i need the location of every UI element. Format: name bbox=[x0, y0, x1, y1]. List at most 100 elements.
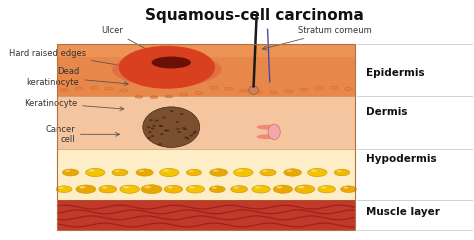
Ellipse shape bbox=[123, 186, 129, 188]
Ellipse shape bbox=[273, 185, 292, 193]
Ellipse shape bbox=[75, 87, 83, 90]
Ellipse shape bbox=[263, 170, 268, 172]
Ellipse shape bbox=[143, 107, 200, 147]
Ellipse shape bbox=[233, 186, 239, 189]
Ellipse shape bbox=[56, 186, 72, 192]
Ellipse shape bbox=[160, 125, 164, 127]
Ellipse shape bbox=[158, 143, 162, 145]
Ellipse shape bbox=[79, 186, 85, 188]
Ellipse shape bbox=[162, 123, 183, 136]
Text: Cancer
cell: Cancer cell bbox=[45, 125, 119, 144]
Ellipse shape bbox=[102, 186, 108, 189]
Ellipse shape bbox=[159, 120, 179, 131]
Ellipse shape bbox=[192, 132, 196, 134]
Ellipse shape bbox=[60, 89, 68, 92]
Ellipse shape bbox=[163, 116, 166, 118]
Ellipse shape bbox=[165, 95, 173, 98]
Ellipse shape bbox=[147, 137, 151, 139]
Ellipse shape bbox=[256, 134, 279, 139]
Ellipse shape bbox=[136, 169, 153, 176]
Ellipse shape bbox=[195, 92, 203, 95]
Ellipse shape bbox=[270, 91, 278, 94]
Ellipse shape bbox=[345, 88, 353, 90]
Ellipse shape bbox=[76, 185, 96, 193]
Ellipse shape bbox=[115, 170, 119, 172]
Ellipse shape bbox=[225, 87, 233, 90]
Bar bbox=[57, 44, 355, 96]
Ellipse shape bbox=[89, 169, 95, 172]
Text: Muscle layer: Muscle layer bbox=[366, 207, 440, 217]
Ellipse shape bbox=[65, 170, 70, 172]
Ellipse shape bbox=[170, 110, 173, 112]
Ellipse shape bbox=[120, 185, 139, 193]
Ellipse shape bbox=[157, 121, 179, 132]
Text: Stratum corneum: Stratum corneum bbox=[263, 26, 372, 50]
Ellipse shape bbox=[234, 168, 253, 177]
Ellipse shape bbox=[90, 86, 98, 89]
Ellipse shape bbox=[160, 168, 179, 177]
Ellipse shape bbox=[255, 186, 261, 188]
Ellipse shape bbox=[212, 170, 218, 172]
Ellipse shape bbox=[276, 186, 283, 188]
Ellipse shape bbox=[151, 127, 154, 129]
Ellipse shape bbox=[164, 185, 182, 193]
Ellipse shape bbox=[180, 113, 183, 115]
Ellipse shape bbox=[190, 135, 193, 137]
Ellipse shape bbox=[343, 187, 348, 189]
Ellipse shape bbox=[334, 169, 350, 176]
Ellipse shape bbox=[163, 123, 179, 136]
Ellipse shape bbox=[164, 123, 185, 134]
Ellipse shape bbox=[120, 89, 128, 92]
Ellipse shape bbox=[180, 93, 188, 96]
Ellipse shape bbox=[59, 187, 64, 189]
Text: Dermis: Dermis bbox=[366, 107, 408, 117]
Ellipse shape bbox=[141, 185, 162, 194]
Ellipse shape bbox=[193, 131, 197, 133]
Ellipse shape bbox=[231, 186, 247, 193]
Ellipse shape bbox=[159, 122, 177, 133]
Text: Ulcer: Ulcer bbox=[101, 26, 157, 55]
Ellipse shape bbox=[166, 122, 183, 132]
Ellipse shape bbox=[164, 121, 186, 133]
Text: Squamous-cell carcinoma: Squamous-cell carcinoma bbox=[145, 8, 364, 23]
Ellipse shape bbox=[175, 121, 179, 123]
Ellipse shape bbox=[210, 186, 225, 192]
Bar bbox=[57, 44, 355, 57]
Ellipse shape bbox=[151, 135, 155, 137]
Ellipse shape bbox=[112, 53, 222, 86]
Ellipse shape bbox=[167, 186, 173, 188]
Ellipse shape bbox=[315, 87, 322, 90]
Ellipse shape bbox=[164, 130, 168, 132]
Ellipse shape bbox=[329, 86, 337, 89]
Ellipse shape bbox=[166, 130, 169, 132]
Ellipse shape bbox=[63, 169, 79, 176]
Ellipse shape bbox=[255, 91, 263, 94]
Ellipse shape bbox=[186, 169, 201, 176]
Ellipse shape bbox=[163, 119, 179, 131]
Ellipse shape bbox=[135, 95, 143, 98]
Ellipse shape bbox=[162, 123, 176, 135]
Ellipse shape bbox=[186, 185, 204, 193]
Ellipse shape bbox=[177, 131, 181, 133]
Ellipse shape bbox=[183, 128, 187, 130]
Text: Epidermis: Epidermis bbox=[366, 68, 425, 78]
Ellipse shape bbox=[210, 169, 228, 176]
Ellipse shape bbox=[152, 125, 156, 127]
Ellipse shape bbox=[99, 186, 117, 193]
Ellipse shape bbox=[155, 120, 158, 121]
Text: Hard raised edges: Hard raised edges bbox=[9, 49, 128, 68]
Ellipse shape bbox=[212, 187, 217, 189]
Ellipse shape bbox=[285, 90, 292, 93]
Ellipse shape bbox=[86, 168, 105, 177]
Ellipse shape bbox=[189, 186, 195, 188]
Ellipse shape bbox=[240, 89, 248, 92]
Ellipse shape bbox=[189, 170, 193, 172]
Ellipse shape bbox=[210, 86, 218, 89]
Ellipse shape bbox=[176, 128, 180, 130]
Bar bbox=[57, 200, 355, 230]
Ellipse shape bbox=[160, 133, 164, 135]
Ellipse shape bbox=[165, 118, 180, 132]
Ellipse shape bbox=[150, 96, 158, 99]
Ellipse shape bbox=[119, 46, 215, 89]
Ellipse shape bbox=[337, 170, 342, 172]
